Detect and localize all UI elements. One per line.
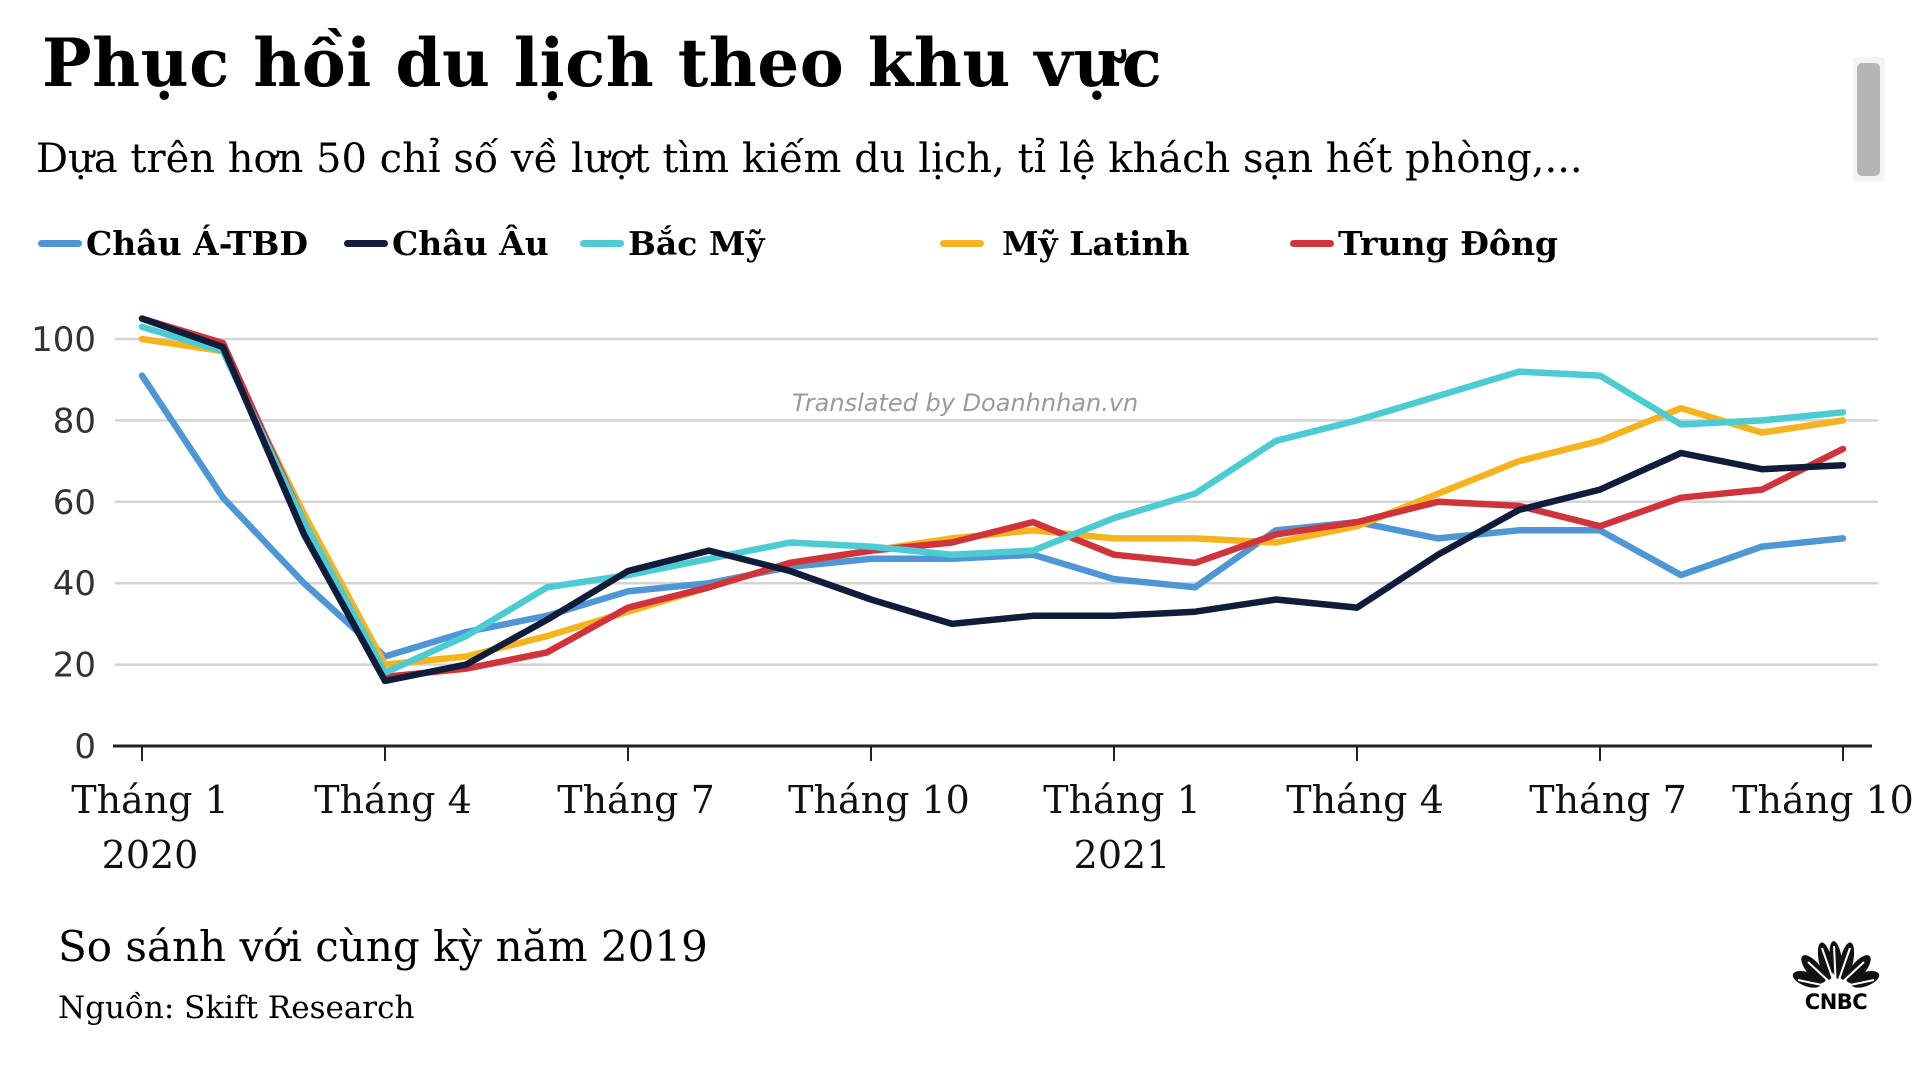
legend-item-chau-au: Châu Âu (344, 224, 549, 263)
x-tick-year-label: 2021 (1074, 833, 1171, 877)
legend-label: Châu Á-TBD (86, 224, 309, 263)
legend-label: Bắc Mỹ (628, 224, 765, 263)
x-tick-label: Tháng 7 (1529, 778, 1687, 822)
chart-title: Phục hồi du lịch theo khu vực (42, 24, 1163, 102)
cnbc-wordmark: CNBC (1804, 990, 1868, 1014)
x-tick-label: Tháng 4 (1286, 778, 1444, 822)
legend-label: Mỹ Latinh (1002, 224, 1190, 263)
footer-note: So sánh với cùng kỳ năm 2019 (58, 922, 708, 971)
cnbc-logo: CNBC (1788, 940, 1884, 1020)
x-tick-label: Tháng 10 (788, 778, 970, 822)
legend-item-bac-my: Bắc Mỹ (580, 224, 765, 263)
legend-label: Trung Đông (1338, 224, 1559, 263)
scrollbar[interactable] (1853, 57, 1885, 182)
legend-swatch (38, 240, 82, 247)
x-tick-label: Tháng 4 (314, 778, 472, 822)
legend-swatch (940, 240, 984, 247)
legend-swatch (1290, 240, 1334, 247)
x-tick-label: Tháng 7 (557, 778, 715, 822)
series-line (138, 323, 1847, 676)
y-tick-label: 60 (53, 483, 96, 523)
legend-label: Châu Âu (392, 224, 549, 263)
legend-item-trung-dong: Trung Đông (1290, 224, 1558, 263)
y-tick-label: 20 (53, 646, 96, 686)
x-tick-label: Tháng 10 (1732, 778, 1914, 822)
legend-swatch (344, 240, 388, 247)
chart-subtitle: Dựa trên hơn 50 chỉ số về lượt tìm kiếm … (36, 136, 1583, 182)
scrollbar-thumb[interactable] (1857, 63, 1880, 176)
y-tick-label: 40 (53, 564, 96, 604)
series-line (138, 372, 1847, 660)
x-tick-year-label: 2020 (102, 833, 199, 877)
y-tick-label: 100 (31, 320, 96, 360)
peacock-icon (1792, 941, 1880, 989)
x-tick-label: Tháng 1 (1043, 778, 1201, 822)
series-lines (138, 315, 1847, 685)
legend-swatch (580, 240, 624, 247)
y-tick-label: 0 (74, 727, 96, 767)
watermark: Translated by Doanhnhan.vn (792, 389, 1138, 417)
source-note: Nguồn: Skift Research (58, 990, 415, 1026)
x-tick-label: Tháng 1 (71, 778, 229, 822)
y-tick-label: 80 (53, 401, 96, 441)
series-line (138, 315, 1847, 685)
legend: Châu Á-TBD Châu Âu Bắc Mỹ Mỹ Latinh Trun… (38, 224, 1738, 270)
x-axis: Tháng 1 2020 Tháng 4 Tháng 7 Tháng 10 Tháng 1… (71, 744, 1914, 877)
gridlines (115, 337, 1878, 666)
legend-item-my-latinh: Mỹ Latinh (940, 224, 1190, 263)
y-axis-ticks: 0 20 40 60 80 100 (31, 320, 96, 767)
legend-item-chau-a-tbd: Châu Á-TBD (38, 224, 308, 263)
